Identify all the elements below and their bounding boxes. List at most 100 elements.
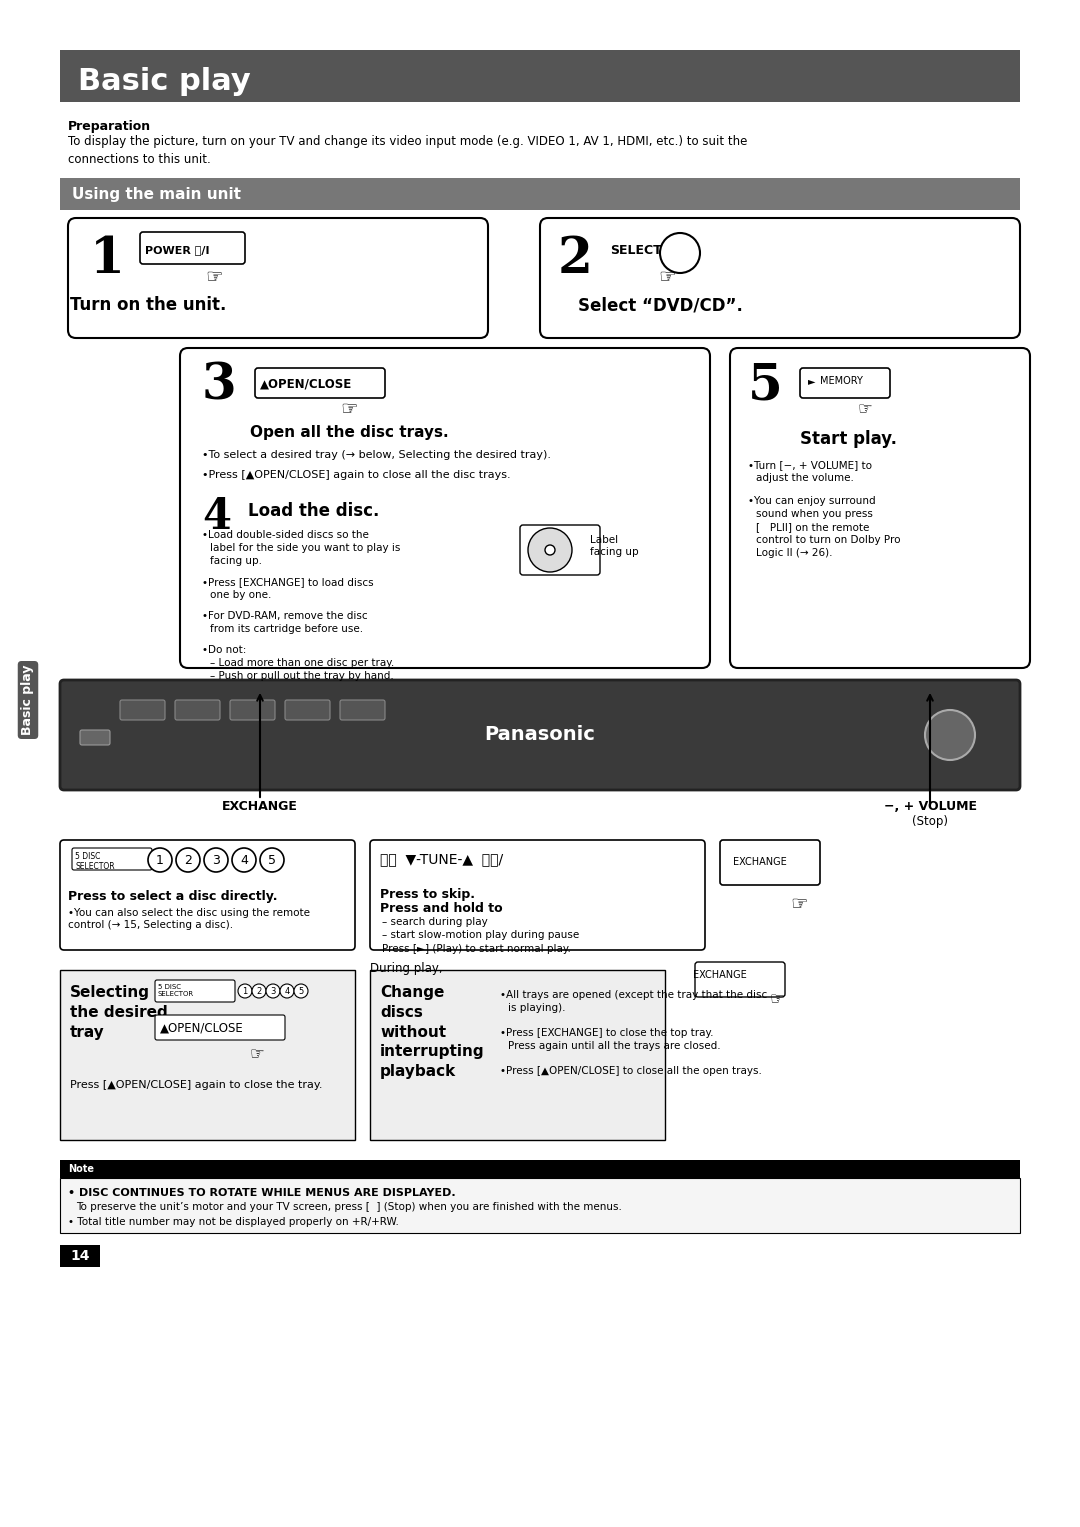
Text: ☞: ☞ [340, 400, 357, 418]
FancyBboxPatch shape [230, 699, 275, 721]
Text: 1: 1 [157, 854, 164, 866]
Circle shape [148, 847, 172, 872]
Bar [60, 1161, 1020, 1177]
FancyBboxPatch shape [370, 840, 705, 950]
FancyBboxPatch shape [519, 525, 600, 576]
Circle shape [238, 983, 252, 999]
FancyBboxPatch shape [175, 699, 220, 721]
Text: adjust the volume.: adjust the volume. [756, 473, 854, 483]
FancyBboxPatch shape [120, 699, 165, 721]
Text: SELECTOR: SELECTOR [610, 243, 681, 257]
Text: [   PLII] on the remote: [ PLII] on the remote [756, 522, 869, 531]
FancyBboxPatch shape [156, 1015, 285, 1040]
FancyBboxPatch shape [80, 730, 110, 745]
Text: •You can also select the disc using the remote
control (→ 15, Selecting a disc).: •You can also select the disc using the … [68, 909, 310, 930]
Text: Open all the disc trays.: Open all the disc trays. [249, 425, 448, 440]
FancyBboxPatch shape [730, 348, 1030, 667]
Circle shape [204, 847, 228, 872]
Text: 2: 2 [256, 986, 261, 996]
FancyBboxPatch shape [540, 218, 1020, 337]
Circle shape [266, 983, 280, 999]
Text: Start play.: Start play. [800, 431, 897, 447]
Text: ☞: ☞ [249, 1044, 265, 1063]
Text: Using the main unit: Using the main unit [72, 186, 241, 202]
Text: •For DVD-RAM, remove the disc: •For DVD-RAM, remove the disc [202, 611, 367, 621]
Text: •Turn [−, + VOLUME] to: •Turn [−, + VOLUME] to [748, 460, 872, 470]
Text: •Press [EXCHANGE] to load discs: •Press [EXCHANGE] to load discs [202, 577, 374, 586]
Text: control to turn on Dolby Pro: control to turn on Dolby Pro [756, 534, 901, 545]
FancyBboxPatch shape [156, 980, 235, 1002]
Text: sound when you press: sound when you press [756, 508, 873, 519]
Text: •Do not:: •Do not: [202, 644, 246, 655]
Text: During play,: During play, [370, 962, 443, 976]
Circle shape [924, 710, 975, 760]
FancyBboxPatch shape [285, 699, 330, 721]
Text: 3: 3 [212, 854, 220, 866]
Text: Press and hold to: Press and hold to [380, 902, 502, 915]
Text: Preparation: Preparation [68, 121, 151, 133]
Text: 5 DISC
SELECTOR: 5 DISC SELECTOR [158, 983, 194, 997]
Text: 1: 1 [90, 235, 125, 284]
Bar [370, 970, 665, 1141]
Circle shape [545, 545, 555, 554]
Bar [60, 50, 1020, 102]
Text: 4: 4 [284, 986, 289, 996]
FancyBboxPatch shape [340, 699, 384, 721]
Text: one by one.: one by one. [210, 589, 271, 600]
Text: Panasonic: Panasonic [485, 725, 595, 745]
Text: Load the disc.: Load the disc. [248, 502, 379, 521]
Text: Label
facing up: Label facing up [590, 534, 638, 557]
Text: Basic play: Basic play [22, 664, 35, 734]
Text: •Load double-sided discs so the: •Load double-sided discs so the [202, 530, 369, 541]
Text: – Push or pull out the tray by hand.: – Push or pull out the tray by hand. [210, 670, 394, 681]
Circle shape [260, 847, 284, 872]
Text: ☞: ☞ [205, 269, 222, 287]
Circle shape [660, 234, 700, 273]
Bar [60, 1245, 100, 1267]
Text: EXCHANGE: EXCHANGE [693, 970, 747, 980]
FancyBboxPatch shape [60, 840, 355, 950]
Text: •You can enjoy surround: •You can enjoy surround [748, 496, 876, 505]
Text: To preserve the unit’s motor and your TV screen, press [  ] (Stop) when you are : To preserve the unit’s motor and your TV… [76, 1202, 622, 1212]
Text: ☞: ☞ [858, 400, 873, 418]
Text: Turn on the unit.: Turn on the unit. [70, 296, 226, 315]
Text: 1: 1 [242, 986, 247, 996]
Text: Note: Note [68, 1164, 94, 1174]
Text: •All trays are opened (except the tray that the disc: •All trays are opened (except the tray t… [500, 989, 767, 1000]
Text: 5: 5 [268, 854, 276, 866]
FancyBboxPatch shape [72, 847, 152, 870]
Text: Press [►] (Play) to start normal play.: Press [►] (Play) to start normal play. [382, 944, 571, 954]
Text: ⏮⏮  ▼-TUNE-▲  ⏭⏭/: ⏮⏮ ▼-TUNE-▲ ⏭⏭/ [380, 852, 503, 866]
Text: 2: 2 [184, 854, 192, 866]
Text: 3: 3 [270, 986, 275, 996]
Text: Logic II (→ 26).: Logic II (→ 26). [756, 548, 833, 557]
Text: facing up.: facing up. [210, 556, 262, 567]
Text: 3: 3 [202, 362, 237, 411]
Text: • DISC CONTINUES TO ROTATE WHILE MENUS ARE DISPLAYED.: • DISC CONTINUES TO ROTATE WHILE MENUS A… [68, 1188, 456, 1199]
Text: 14: 14 [70, 1249, 90, 1263]
Text: •Press [▲OPEN/CLOSE] again to close all the disc trays.: •Press [▲OPEN/CLOSE] again to close all … [202, 470, 511, 479]
Text: – start slow-motion play during pause: – start slow-motion play during pause [382, 930, 579, 941]
Text: •To select a desired tray (→ below, Selecting the desired tray).: •To select a desired tray (→ below, Sele… [202, 450, 551, 460]
Text: Basic play: Basic play [78, 67, 251, 96]
Text: EXCHANGE: EXCHANGE [733, 857, 787, 867]
Text: To display the picture, turn on your TV and change its video input mode (e.g. VI: To display the picture, turn on your TV … [68, 134, 747, 166]
Text: EXCHANGE: EXCHANGE [222, 800, 298, 812]
Text: 5 DISC
SELECTOR: 5 DISC SELECTOR [75, 852, 114, 872]
FancyBboxPatch shape [696, 962, 785, 997]
Circle shape [528, 528, 572, 573]
Text: – search during play: – search during play [382, 918, 488, 927]
FancyBboxPatch shape [60, 680, 1020, 789]
Text: 5: 5 [748, 362, 783, 411]
Text: from its cartridge before use.: from its cartridge before use. [210, 625, 363, 634]
Text: Press [▲OPEN/CLOSE] again to close the tray.: Press [▲OPEN/CLOSE] again to close the t… [70, 1080, 323, 1090]
Text: • Total title number may not be displayed properly on +R/+RW.: • Total title number may not be displaye… [68, 1217, 399, 1228]
Circle shape [252, 983, 266, 999]
Text: ▲OPEN/CLOSE: ▲OPEN/CLOSE [160, 1022, 244, 1034]
Text: label for the side you want to play is: label for the side you want to play is [210, 544, 401, 553]
Text: ☞: ☞ [770, 989, 785, 1008]
Circle shape [280, 983, 294, 999]
Text: 4: 4 [202, 496, 231, 538]
Text: – Load more than one disc per tray.: – Load more than one disc per tray. [210, 658, 394, 667]
Text: is playing).: is playing). [508, 1003, 566, 1012]
